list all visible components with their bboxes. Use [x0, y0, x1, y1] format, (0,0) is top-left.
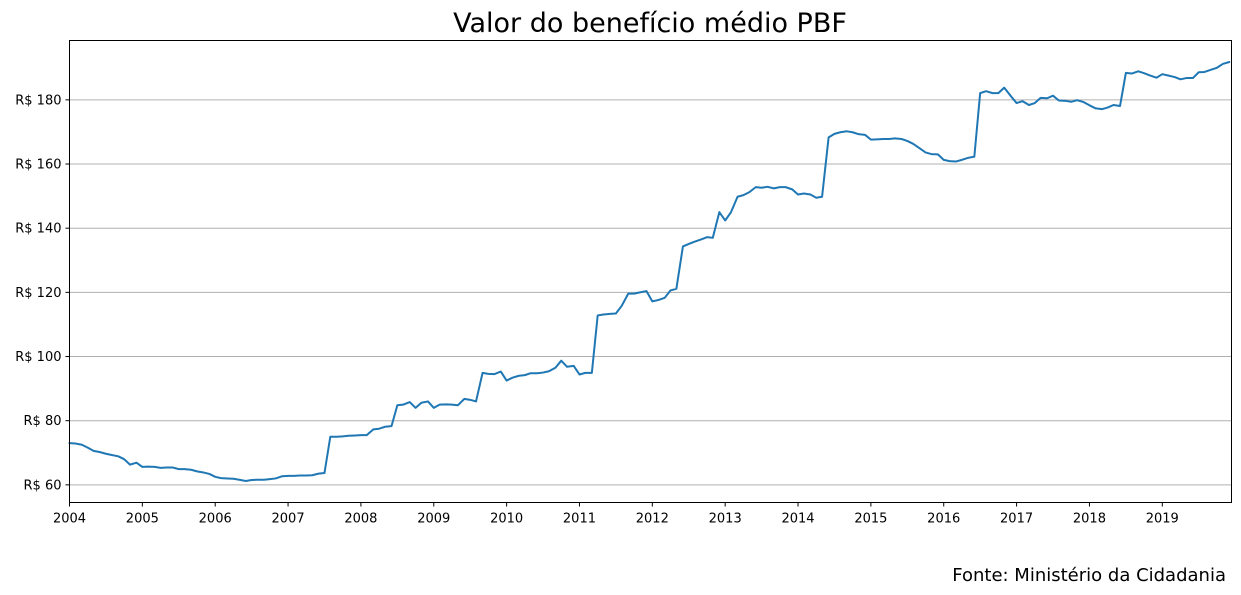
- x-tick-label: 2012: [636, 512, 669, 527]
- x-tick-label: 2019: [1146, 512, 1179, 527]
- x-tick-label: 2009: [417, 512, 450, 527]
- x-tick-label: 2017: [1000, 512, 1033, 527]
- source-note: Fonte: Ministério da Cidadania: [952, 565, 1226, 586]
- gridlines: [69, 99, 1232, 486]
- y-tick-label: R$ 140: [15, 222, 61, 237]
- y-tick-label: R$ 100: [15, 350, 61, 365]
- x-tick-label: 2018: [1073, 512, 1106, 527]
- plot-frame: [69, 40, 1232, 503]
- series-line-0: [68, 61, 1231, 482]
- y-tick-label: R$ 80: [24, 414, 62, 429]
- x-tick-label: 2011: [563, 512, 596, 527]
- y-tick-label: R$ 160: [15, 158, 61, 173]
- x-tick-label: 2010: [490, 512, 523, 527]
- y-tick-label: R$ 180: [15, 93, 61, 108]
- x-axis: 2004 2005 2006 2007 2008 2009 2010 2011 2012 2013…: [53, 502, 1179, 527]
- x-tick-label: 2005: [126, 512, 159, 527]
- x-tick-label: 2006: [199, 512, 232, 527]
- x-tick-label: 2014: [781, 512, 814, 527]
- y-axis: R$ 60 R$ 80 R$ 100 R$ 120 R$ 140 R$ 160 R$ 180: [15, 93, 70, 493]
- y-tick-label: R$ 60: [24, 478, 62, 493]
- chart-title: Valor do benefício médio PBF: [453, 8, 847, 39]
- x-tick-label: 2004: [53, 512, 86, 527]
- y-tick-label: R$ 120: [15, 286, 61, 301]
- x-tick-label: 2015: [854, 512, 887, 527]
- x-tick-label: 2008: [344, 512, 377, 527]
- series-group: [68, 61, 1231, 482]
- x-tick-label: 2007: [272, 512, 305, 527]
- x-tick-label: 2013: [709, 512, 742, 527]
- x-tick-label: 2016: [927, 512, 960, 527]
